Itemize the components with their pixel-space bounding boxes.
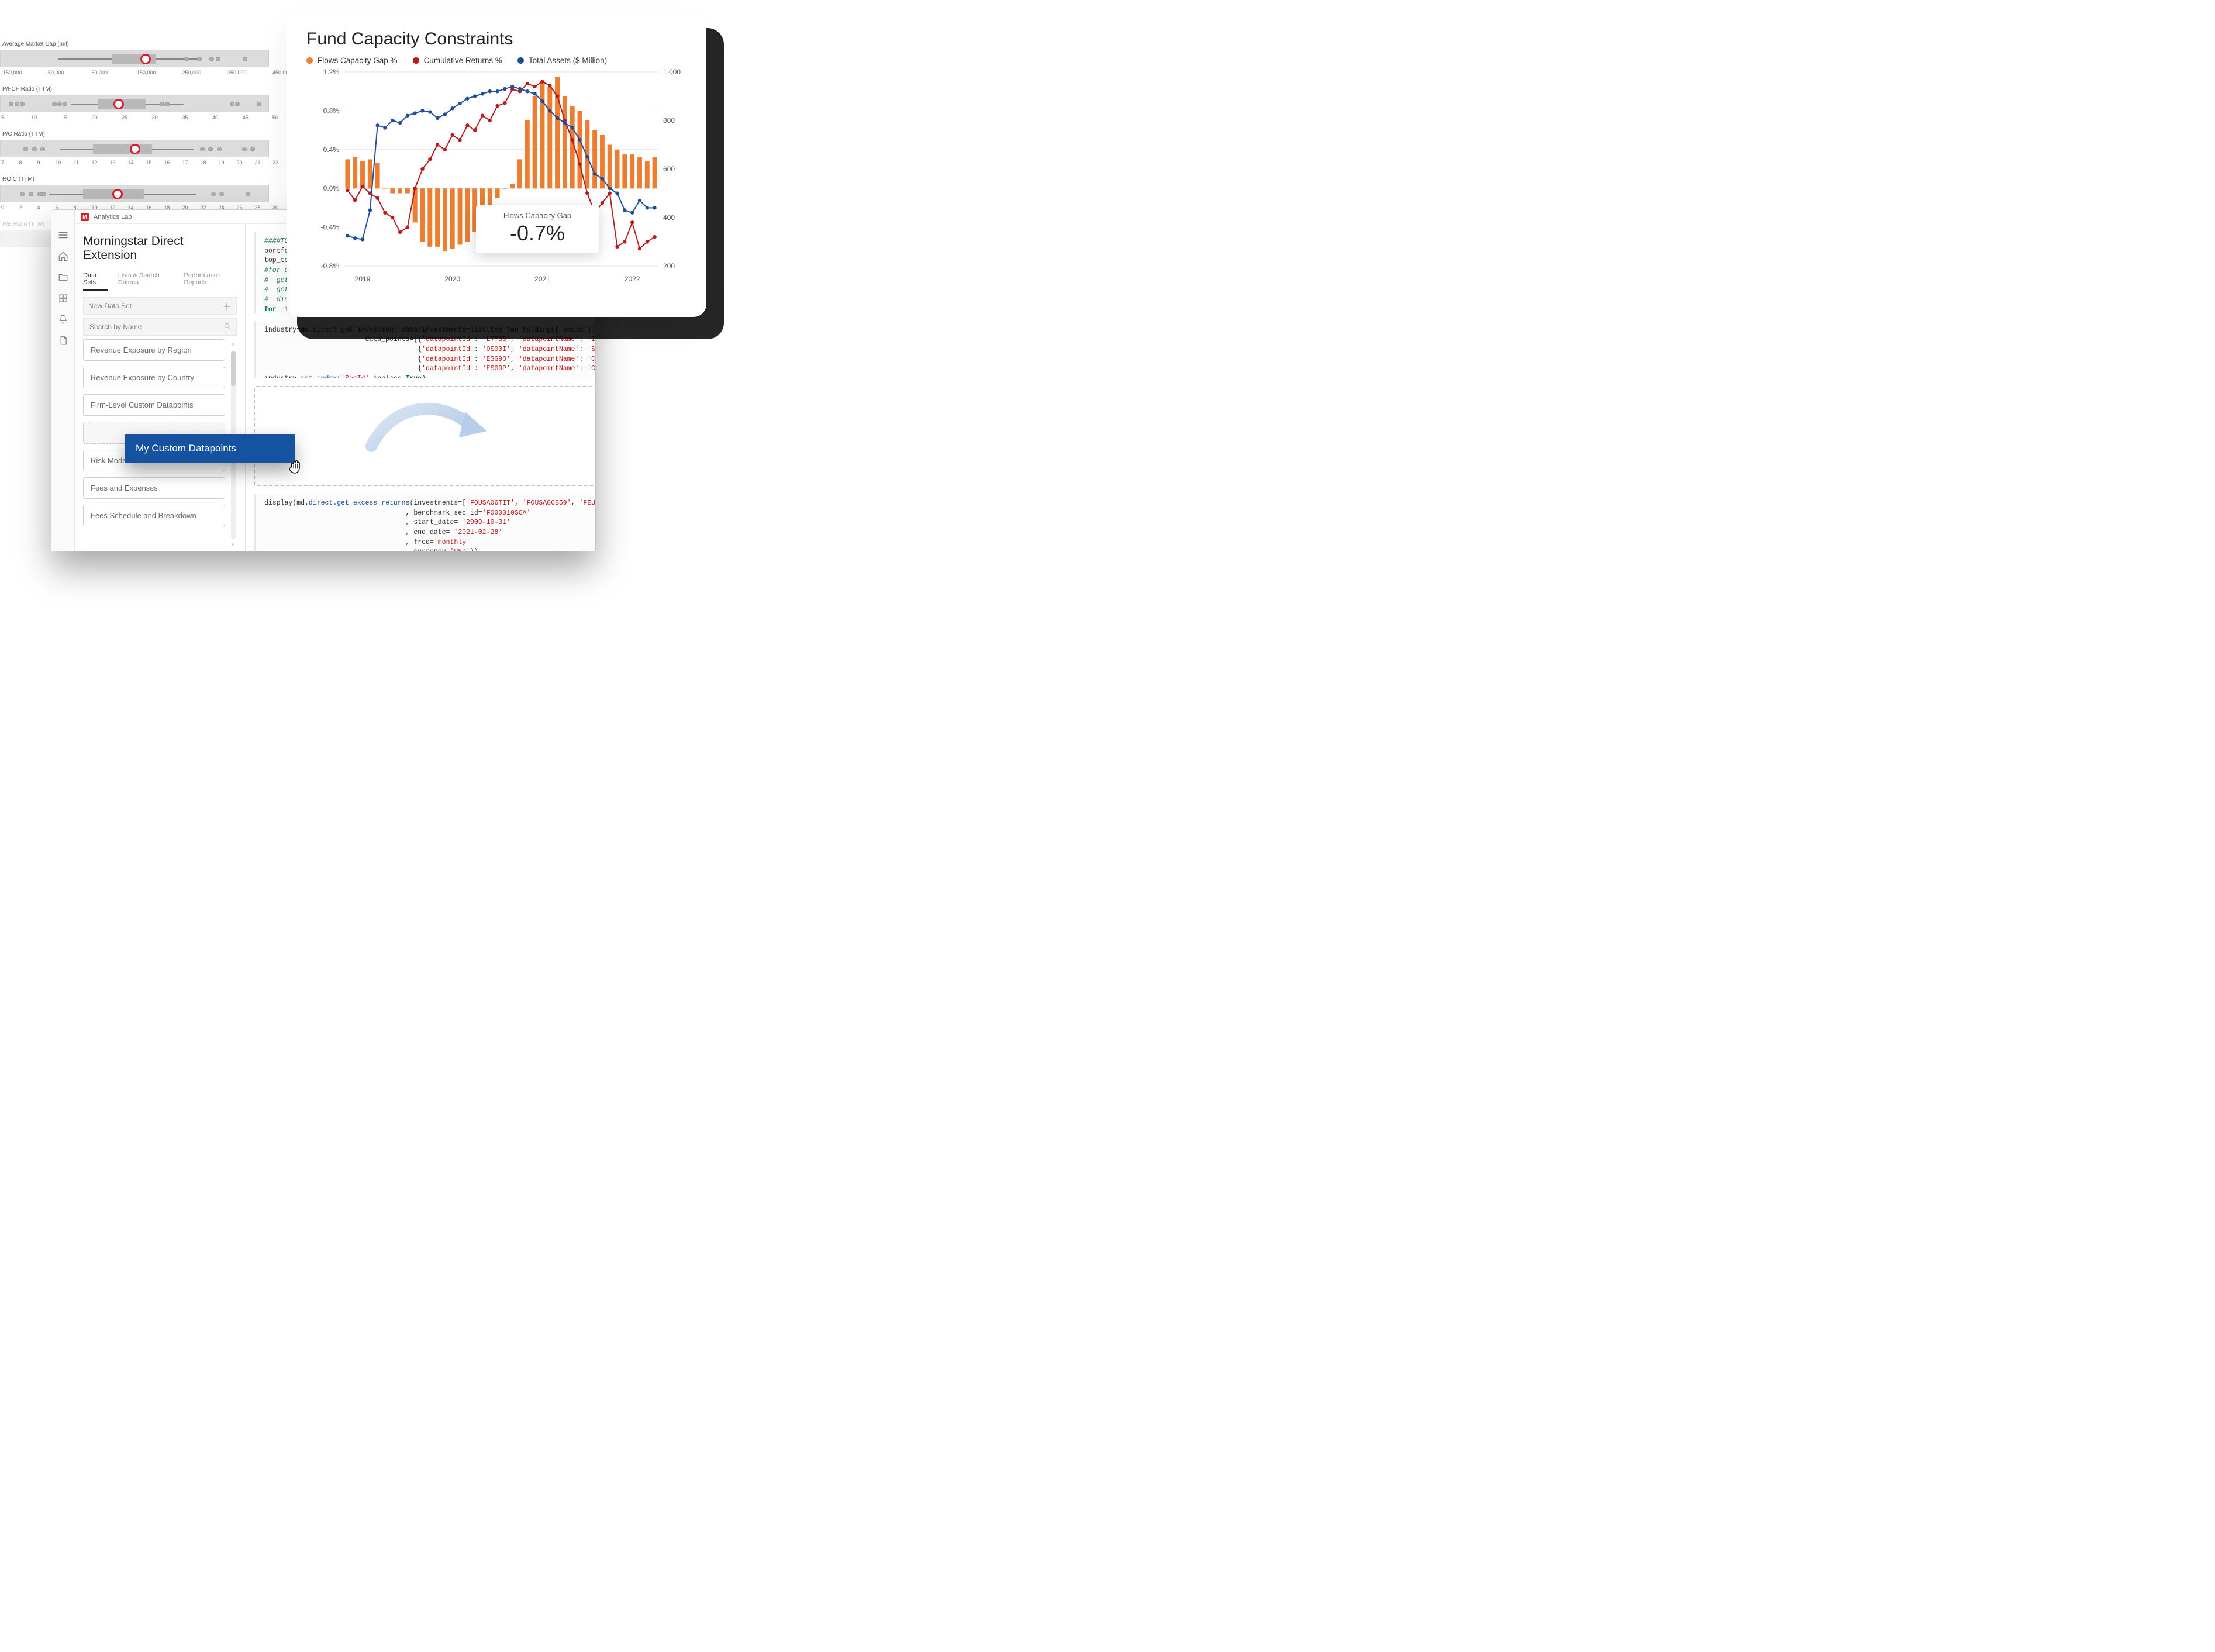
tooltip-value: -0.7% [484,221,591,246]
svg-text:0.4%: 0.4% [323,146,340,154]
morningstar-logo-icon: M [81,213,89,221]
strip-title: P/FCF Ratio (TTM) [2,86,275,92]
lab-left-rail [51,210,75,551]
strip-title: P/C Ratio (TTM) [2,131,275,137]
strip-body [0,95,269,112]
legend-item: Flows Capacity Gap % [306,56,398,65]
lab-tab[interactable]: Data Sets [83,268,108,291]
legend-item: Total Assets ($ Million) [517,56,607,65]
svg-text:-0.8%: -0.8% [321,262,340,270]
plus-icon[interactable]: ＋ [222,299,232,313]
lab-tab[interactable]: Lists & Search Criteria [118,268,174,291]
tooltip-label: Flows Capacity Gap [484,211,591,220]
dragged-data-set-card[interactable]: My Custom Datapoints [125,434,295,463]
strip-axis: 78910111213141516171819202122 [0,160,275,165]
hamburger-icon[interactable] [58,230,68,240]
svg-text:0.8%: 0.8% [323,106,340,115]
bell-icon[interactable] [58,314,68,325]
curved-arrow-icon [311,395,551,463]
data-set-card[interactable]: Fees Schedule and Breakdown [83,505,225,526]
grid-icon[interactable] [58,293,68,304]
chart-tooltip: Flows Capacity Gap -0.7% [476,205,599,253]
strip-body [0,185,269,202]
chevron-up-icon[interactable]: ˄ [231,342,234,349]
lab-tab[interactable]: Performance Reports [184,268,237,291]
data-set-card[interactable]: Fees and Expenses [83,477,225,499]
data-set-card[interactable]: Revenue Exposure by Country [83,367,225,388]
scroll-thumb[interactable] [231,351,236,386]
fund-capacity-chart-card: Fund Capacity Constraints Flows Capacity… [287,13,706,317]
strip-title: Average Market Cap (mil) [2,41,275,47]
svg-text:800: 800 [663,116,675,125]
strip-body [0,50,269,67]
chart-legend: Flows Capacity Gap % Cumulative Returns %… [306,56,689,65]
home-icon[interactable] [58,251,68,261]
strip-title: ROIC (TTM) [2,176,275,182]
svg-text:200: 200 [663,262,675,270]
svg-text:2019: 2019 [355,275,371,283]
data-set-card[interactable]: Firm-Level Custom Datapoints [83,394,225,416]
code-cell-2[interactable]: industry=md.direct.get_investment_data(i… [254,321,595,378]
search-icon[interactable] [223,322,232,332]
search-input[interactable] [88,322,223,332]
chart-title: Fund Capacity Constraints [306,29,689,49]
svg-text:0.0%: 0.0% [323,184,340,192]
extension-heading: Morningstar Direct Extension [83,234,237,263]
svg-text:1,000: 1,000 [663,68,681,76]
svg-text:-0.4%: -0.4% [321,223,340,232]
svg-text:600: 600 [663,165,675,173]
svg-text:2021: 2021 [534,275,550,283]
document-icon[interactable] [58,335,68,346]
grab-cursor-icon [287,456,306,476]
search-row[interactable] [83,318,237,336]
chart-plot: -0.8% -0.4% 0.0% 0.4% 0.8% 1.2% 200 400 600 800 1,… [312,68,686,286]
lab-left-panel: Morningstar Direct Extension Data Sets Li… [75,224,246,551]
legend-item: Cumulative Returns % [413,56,502,65]
svg-text:400: 400 [663,213,675,222]
svg-text:2020: 2020 [444,275,460,283]
folder-icon[interactable] [58,272,68,282]
app-name: Analytics Lab [94,213,132,220]
svg-text:1.2%: 1.2% [323,68,340,76]
code-cell-3[interactable]: display(md.direct.get_excess_returns(inv… [254,494,595,551]
new-data-set-row[interactable]: New Data Set ＋ [83,297,237,315]
svg-text:2022: 2022 [625,275,640,283]
lab-tabs: Data Sets Lists & Search Criteria Performa… [83,268,237,291]
strip-axis: 5101520253035404550 [0,115,275,120]
new-data-set-label: New Data Set [88,302,132,310]
dragged-card-label: My Custom Datapoints [136,443,236,454]
strip-body [0,140,269,157]
chevron-down-icon[interactable]: ˅ [231,542,234,549]
strip-axis: -150,000-50,00050,000150,000250,000350,0… [0,70,275,75]
data-set-card[interactable]: Revenue Exposure by Region [83,339,225,361]
